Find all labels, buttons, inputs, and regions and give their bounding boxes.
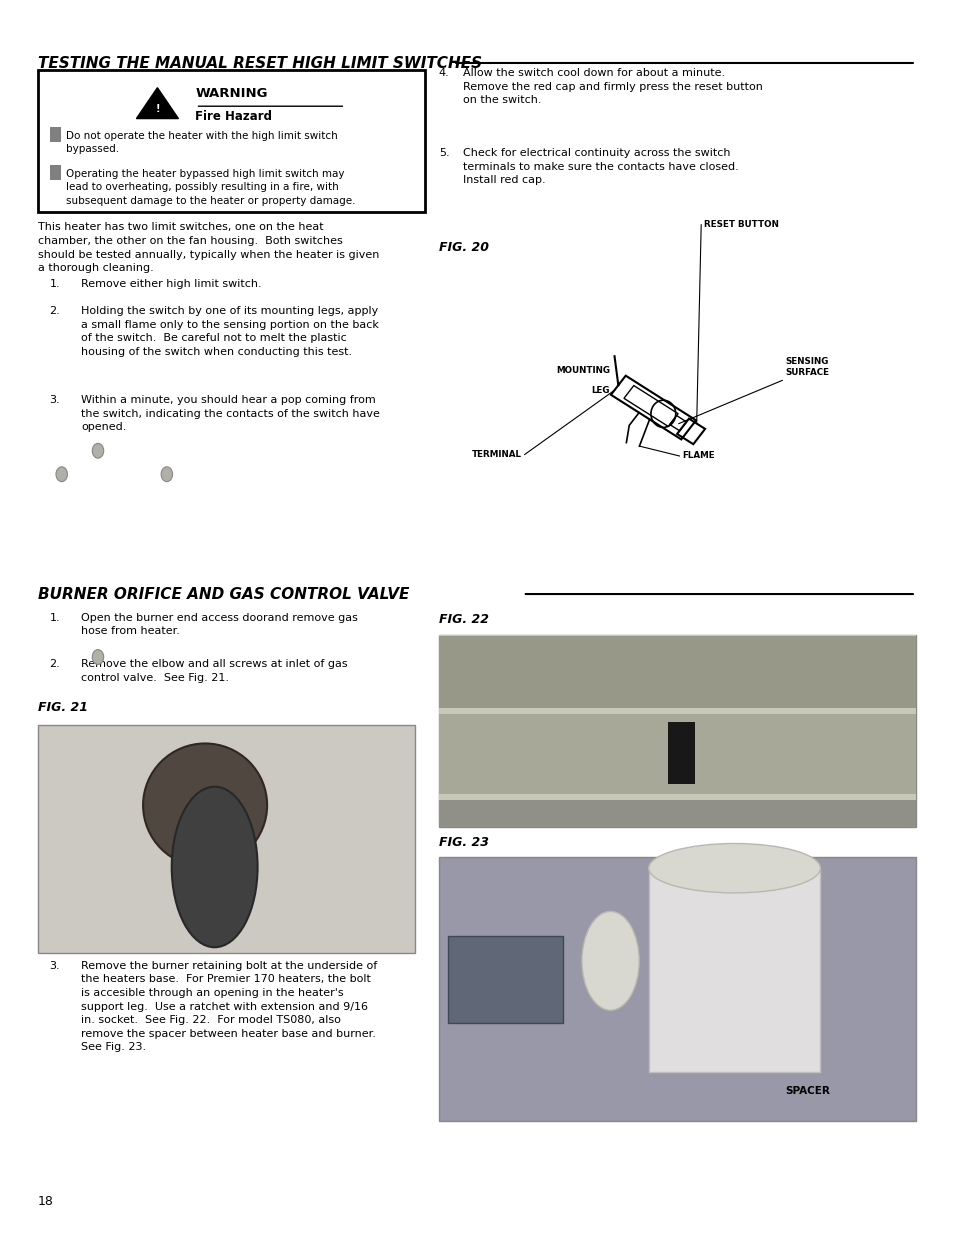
Text: RESET BUTTON: RESET BUTTON [703,220,778,230]
Bar [448,936,562,1023]
Text: 2.: 2. [50,659,60,669]
Bar [50,165,61,180]
Polygon shape [136,88,178,119]
Text: SURFACE: SURFACE [784,368,828,377]
Text: Allow the switch cool down for about a minute.
Remove the red cap and firmly pre: Allow the switch cool down for about a m… [462,68,761,105]
FancyBboxPatch shape [438,635,915,827]
Bar [438,636,915,708]
Text: SENSING: SENSING [784,357,827,366]
Text: This heater has two limit switches, one on the heat
chamber, the other on the fa: This heater has two limit switches, one … [38,222,379,273]
Text: !: ! [155,104,159,114]
Text: BOLT: BOLT [765,708,794,718]
Text: TESTING THE MANUAL RESET HIGH LIMIT SWITCHES: TESTING THE MANUAL RESET HIGH LIMIT SWIT… [38,56,482,70]
Text: Check for electrical continuity across the switch
terminals to make sure the con: Check for electrical continuity across t… [462,148,738,185]
Bar [648,868,820,1072]
Text: FLAME: FLAME [681,452,714,461]
Text: Holding the switch by one of its mounting legs, apply
a small flame only to the : Holding the switch by one of its mountin… [81,306,378,357]
Text: Fire Hazard: Fire Hazard [195,110,272,124]
Ellipse shape [648,844,820,893]
Ellipse shape [143,743,267,867]
Circle shape [56,467,68,482]
Text: 4.: 4. [438,68,449,78]
Text: 1.: 1. [50,279,60,289]
Text: 18: 18 [38,1194,54,1208]
Text: Within a minute, you should hear a pop coming from
the switch, indicating the co: Within a minute, you should hear a pop c… [81,395,379,432]
Text: Operating the heater bypassed high limit switch may
lead to overheating, possibl: Operating the heater bypassed high limit… [66,169,355,205]
Text: Open the burner end access doorand remove gas
hose from heater.: Open the burner end access doorand remov… [81,613,357,636]
Text: Remove either high limit switch.: Remove either high limit switch. [81,279,261,289]
Text: FIG. 22: FIG. 22 [438,613,488,626]
Bar [438,708,915,714]
FancyBboxPatch shape [438,857,915,1121]
Text: Remove the elbow and all screws at inlet of gas
control valve.  See Fig. 21.: Remove the elbow and all screws at inlet… [81,659,347,683]
Text: FIG. 20: FIG. 20 [438,241,488,254]
Text: MOUNTING: MOUNTING [556,366,609,375]
Bar [438,800,915,827]
Text: Do not operate the heater with the high limit switch
bypassed.: Do not operate the heater with the high … [66,131,337,154]
Text: FIG. 21: FIG. 21 [38,701,88,715]
Text: WARNING: WARNING [195,88,268,100]
Text: 2.: 2. [50,306,60,316]
FancyBboxPatch shape [38,725,415,953]
Text: Remove the burner retaining bolt at the underside of
the heaters base.  For Prem: Remove the burner retaining bolt at the … [81,961,377,1052]
Ellipse shape [581,911,639,1010]
Text: 3.: 3. [50,395,60,405]
Bar [50,127,61,142]
FancyBboxPatch shape [38,70,424,212]
Circle shape [92,443,104,458]
Text: SPACER: SPACER [784,1086,829,1095]
Bar [667,722,694,784]
Text: 3.: 3. [50,961,60,971]
Text: LEG: LEG [591,385,609,395]
Circle shape [161,467,172,482]
Bar [438,714,915,794]
Text: BURNER ORIFICE AND GAS CONTROL VALVE: BURNER ORIFICE AND GAS CONTROL VALVE [38,587,409,601]
Ellipse shape [172,787,257,947]
Text: FIG. 23: FIG. 23 [438,836,488,850]
Text: 1.: 1. [50,613,60,622]
Text: TERMINAL: TERMINAL [472,450,521,459]
Circle shape [92,650,104,664]
Bar [438,635,915,636]
Text: 5.: 5. [438,148,449,158]
Bar [438,794,915,800]
